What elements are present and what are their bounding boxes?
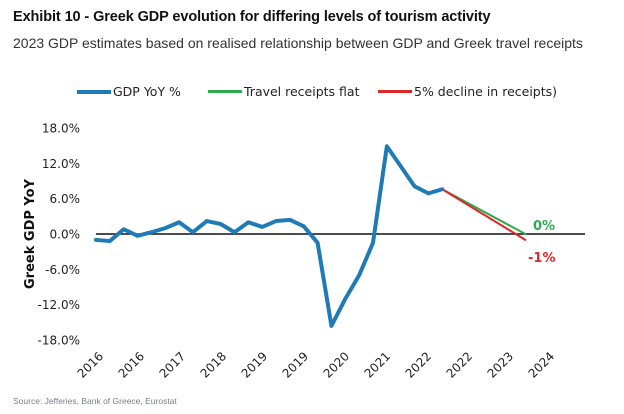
y-tick-label: 18.0% xyxy=(42,122,80,136)
legend-swatch-gdp xyxy=(77,89,111,94)
y-tick-label: -12.0% xyxy=(38,298,80,312)
x-tick-label: 2022 xyxy=(444,349,475,380)
x-tick-label: 2021 xyxy=(362,349,393,380)
chart-subtitle: 2023 GDP estimates based on realised rel… xyxy=(13,35,583,51)
legend-swatch-flat xyxy=(208,90,242,93)
x-tick-label: 2023 xyxy=(485,349,516,380)
x-tick-label: 2016 xyxy=(116,349,147,380)
x-tick-label: 2022 xyxy=(403,349,434,380)
y-tick-label: -6.0% xyxy=(45,263,80,277)
x-tick-label: 2016 xyxy=(75,349,106,380)
source-note: Source: Jefferies, Bank of Greece, Euros… xyxy=(13,396,177,406)
y-tick-label: 6.0% xyxy=(50,192,81,206)
legend-label-gdp: GDP YoY % xyxy=(113,84,181,99)
legend-swatch-decline xyxy=(378,90,412,93)
legend-label-decline: 5% decline in receipts) xyxy=(414,84,558,99)
x-tick-label: 2019 xyxy=(280,349,311,380)
series-line-gdp-yoy xyxy=(94,144,445,328)
x-tick-label: 2020 xyxy=(321,349,352,380)
legend-item-flat: Travel receipts flat xyxy=(208,84,359,99)
y-tick-label: 12.0% xyxy=(42,157,80,171)
x-tick-label: 2024 xyxy=(526,349,557,380)
chart-title: Exhibit 10 - Greek GDP evolution for dif… xyxy=(13,9,491,25)
x-tick-label: 2019 xyxy=(239,349,270,380)
legend-item-gdp: GDP YoY % xyxy=(77,84,181,99)
legend-label-flat: Travel receipts flat xyxy=(244,84,360,99)
y-tick-label: 0.0% xyxy=(50,228,81,242)
y-axis-label: Greek GDP YoY xyxy=(23,178,38,289)
y-tick-label: -18.0% xyxy=(38,334,80,348)
annotation-flat-value: 0% xyxy=(533,219,555,234)
series-line-5-decline-in-receipts xyxy=(441,188,527,241)
legend-item-decline: 5% decline in receipts) xyxy=(378,84,557,99)
x-tick-label: 2018 xyxy=(198,349,229,380)
annotation-decline-value: -1% xyxy=(528,251,555,266)
legend: GDP YoY % Travel receipts flat 5% declin… xyxy=(0,84,624,104)
x-tick-label: 2017 xyxy=(157,349,188,380)
